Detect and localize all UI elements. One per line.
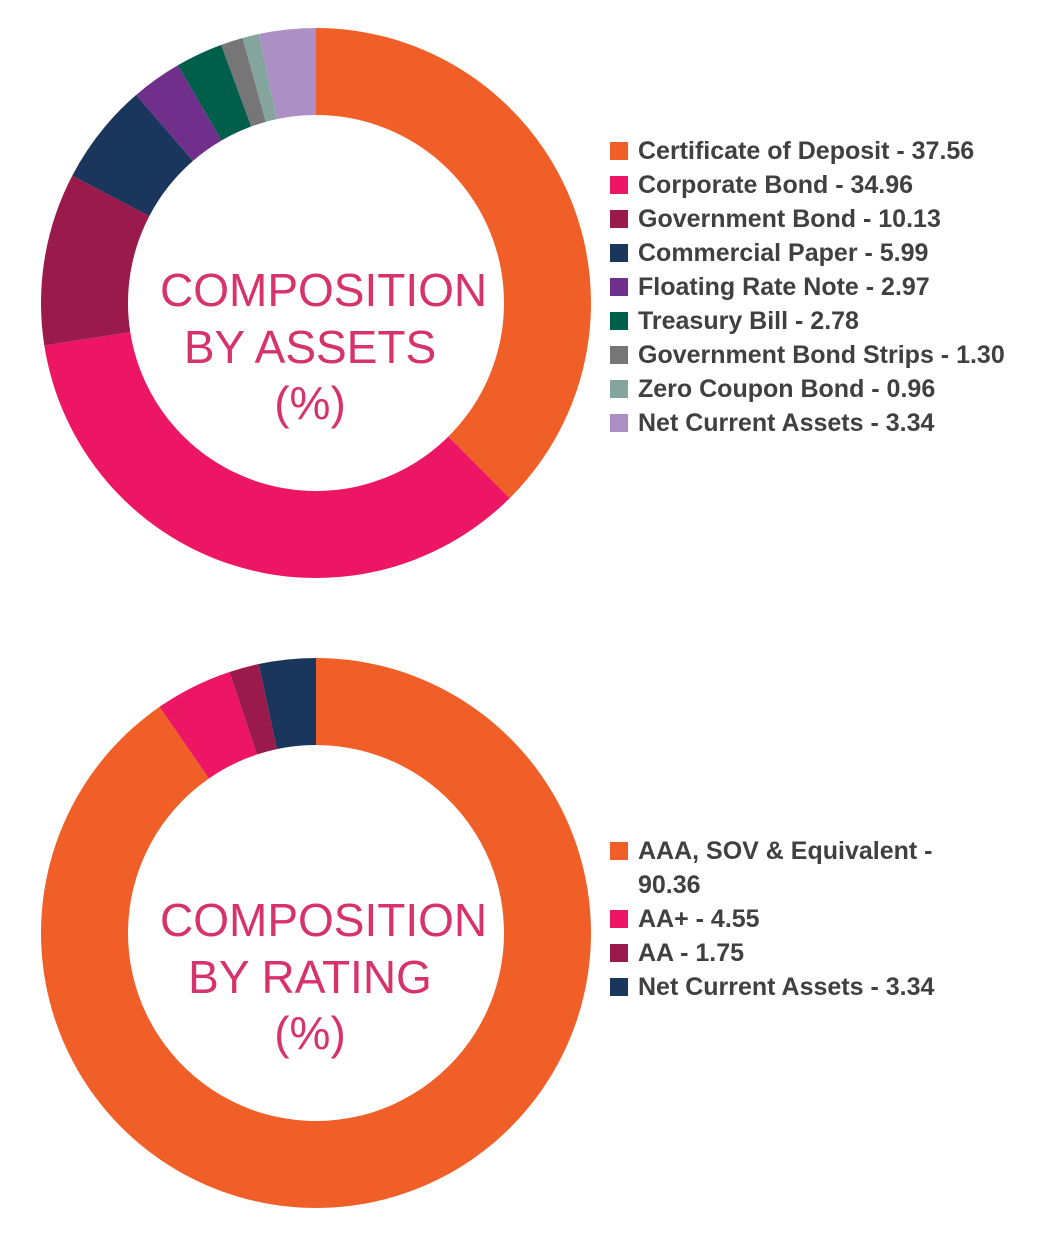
assets-legend-label-5: Treasury Bill - 2.78	[638, 307, 859, 335]
rating-legend-label-1: AA+ - 4.55	[638, 905, 760, 933]
assets-legend-label-1: Corporate Bond - 34.96	[638, 171, 914, 199]
assets-center-line-2: BY ASSETS	[183, 320, 437, 373]
assets-legend-item-2: Government Bond - 10.13	[610, 202, 1005, 236]
assets-slice-7	[242, 34, 277, 122]
assets-legend-swatch-0	[610, 142, 628, 160]
assets-legend-item-4: Floating Rate Note - 2.97	[610, 270, 1005, 304]
assets-legend-swatch-8	[610, 414, 628, 432]
assets-slice-3	[72, 95, 193, 216]
assets-slice-8	[258, 28, 316, 120]
rating-legend-item-1: AA+ - 4.55	[610, 902, 970, 936]
assets-legend-label-2: Government Bond - 10.13	[638, 205, 941, 233]
assets-legend-swatch-1	[610, 176, 628, 194]
assets-legend-swatch-2	[610, 210, 628, 228]
rating-center-label: COMPOSITION BY RATING (%)	[160, 892, 488, 1062]
assets-legend-label-7: Zero Coupon Bond - 0.96	[638, 375, 936, 403]
assets-legend-item-1: Corporate Bond - 34.96	[610, 168, 1005, 202]
rating-legend-item-2: AA - 1.75	[610, 936, 970, 970]
rating-legend: AAA, SOV & Equivalent - 90.36 AA+ - 4.55 A…	[610, 834, 970, 1004]
assets-legend-swatch-6	[610, 346, 628, 364]
assets-center-label: COMPOSITION BY ASSETS (%)	[160, 262, 488, 432]
assets-donut	[40, 28, 591, 578]
assets-legend-swatch-5	[610, 312, 628, 330]
assets-chart: COMPOSITION BY ASSETS (%) Certificate of…	[0, 0, 1056, 610]
assets-legend-item-0: Certificate of Deposit - 37.56	[610, 134, 1005, 168]
assets-legend-item-7: Zero Coupon Bond - 0.96	[610, 372, 1005, 406]
assets-legend-item-8: Net Current Assets - 3.34	[610, 406, 1005, 440]
assets-center-line-1: COMPOSITION	[160, 264, 488, 316]
assets-legend-item-6: Government Bond Strips - 1.30	[610, 338, 1005, 372]
rating-legend-item-0: AAA, SOV & Equivalent - 90.36	[610, 834, 970, 902]
rating-legend-label-3: Net Current Assets - 3.34	[638, 973, 935, 1001]
rating-slice-0	[40, 658, 591, 1208]
rating-slice-1	[159, 671, 257, 779]
assets-slice-4	[136, 65, 222, 161]
assets-slice-6	[221, 37, 266, 127]
rating-center-line-1: COMPOSITION	[160, 894, 488, 946]
rating-slice-3	[258, 658, 316, 750]
assets-legend-swatch-3	[610, 244, 628, 262]
assets-legend-swatch-4	[610, 278, 628, 296]
assets-legend-label-3: Commercial Paper - 5.99	[638, 239, 929, 267]
rating-legend-label-0: AAA, SOV & Equivalent - 90.36	[638, 837, 933, 899]
assets-legend-swatch-7	[610, 380, 628, 398]
assets-legend-label-8: Net Current Assets - 3.34	[638, 409, 935, 437]
assets-legend-label-6: Government Bond Strips - 1.30	[638, 341, 1005, 369]
assets-legend-label-0: Certificate of Deposit - 37.56	[638, 137, 975, 165]
assets-legend-item-3: Commercial Paper - 5.99	[610, 236, 1005, 270]
rating-slice-2	[229, 664, 277, 755]
rating-center-line-2: BY RATING	[188, 950, 432, 1003]
assets-legend-item-5: Treasury Bill - 2.78	[610, 304, 1005, 338]
rating-legend-label-2: AA - 1.75	[638, 939, 745, 967]
rating-legend-swatch-1	[610, 910, 628, 928]
rating-chart: COMPOSITION BY RATING (%) AAA, SOV & Equ…	[0, 630, 1056, 1230]
assets-center-line-3: (%)	[274, 377, 346, 430]
rating-center-line-3: (%)	[274, 1007, 346, 1060]
rating-legend-swatch-0	[610, 842, 628, 860]
assets-slice-1	[44, 332, 510, 578]
assets-slice-5	[177, 44, 252, 141]
assets-slice-2	[40, 175, 150, 346]
rating-legend-swatch-3	[610, 978, 628, 996]
rating-legend-swatch-2	[610, 944, 628, 962]
assets-slice-0	[316, 28, 591, 499]
rating-legend-item-3: Net Current Assets - 3.34	[610, 970, 970, 1004]
rating-donut	[40, 658, 591, 1208]
assets-legend: Certificate of Deposit - 37.56 Corporate …	[610, 134, 1005, 440]
assets-legend-label-4: Floating Rate Note - 2.97	[638, 273, 930, 301]
